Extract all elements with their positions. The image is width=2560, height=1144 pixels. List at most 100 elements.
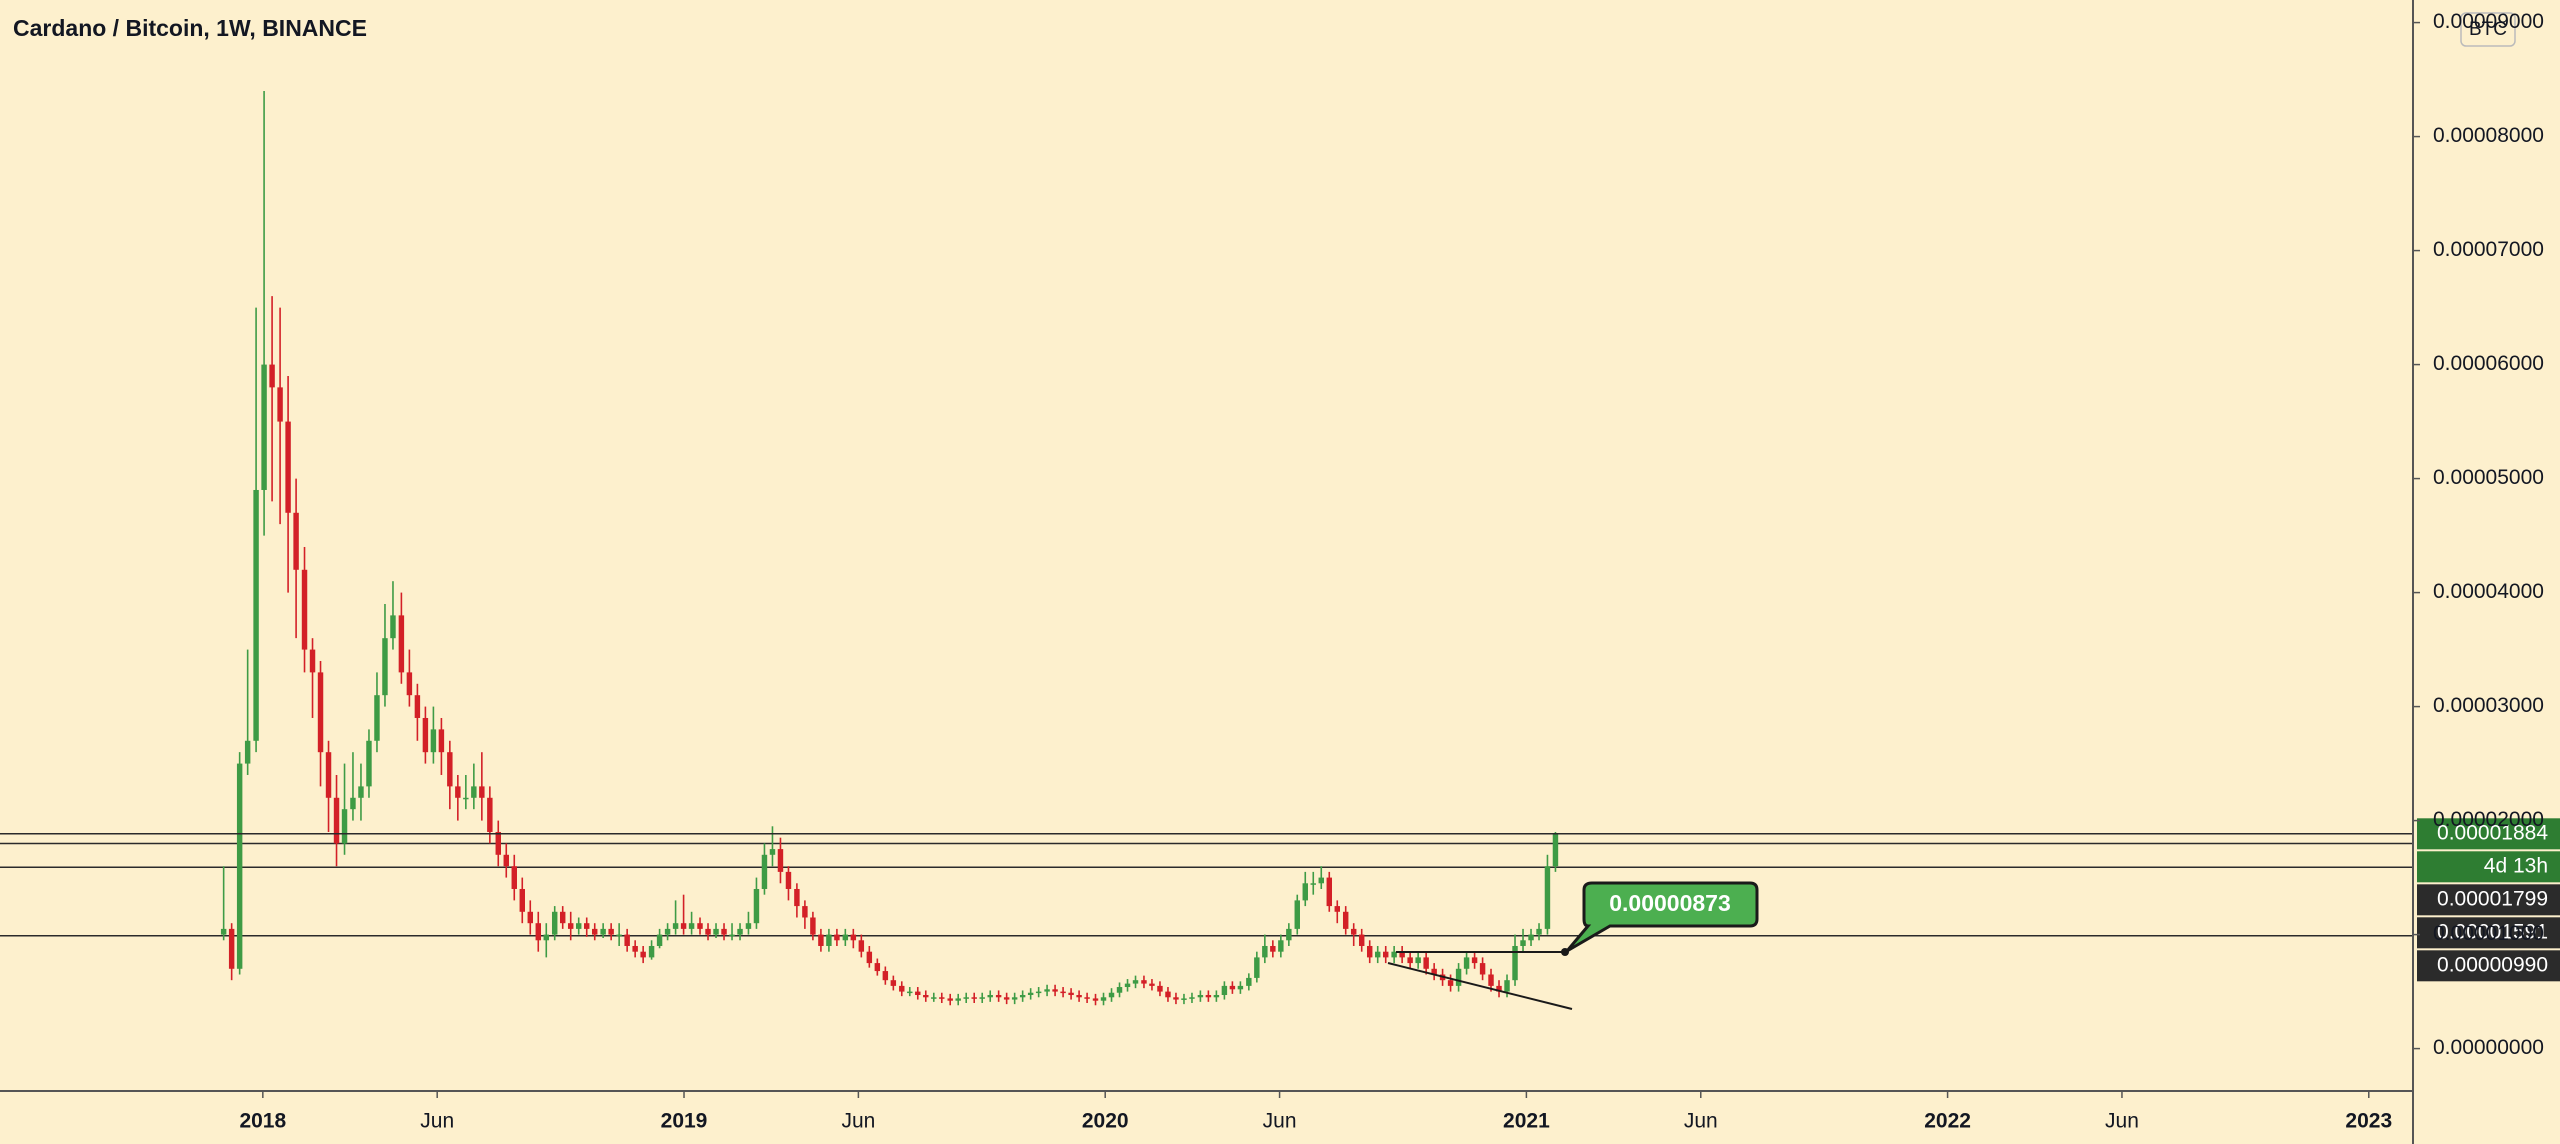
candle-body	[236, 763, 243, 969]
candle-body	[1520, 940, 1526, 946]
candle-body	[947, 998, 953, 1001]
candle-body	[648, 945, 655, 958]
candle-body	[640, 951, 646, 958]
candle-body	[277, 387, 283, 422]
x-tick-label: 2018	[239, 1110, 286, 1133]
candle-body	[794, 888, 800, 907]
candle-body	[1060, 991, 1066, 994]
x-tick-label: Jun	[1684, 1110, 1718, 1133]
candle-body	[382, 638, 388, 696]
candle-body	[915, 991, 921, 996]
candle-body	[955, 998, 961, 1001]
candle-body	[753, 888, 760, 924]
candle-body	[697, 923, 703, 929]
candle-body	[899, 985, 905, 992]
candle-body	[1358, 934, 1365, 946]
candle-body	[583, 923, 590, 929]
candle-body	[1052, 989, 1058, 992]
candle-body	[293, 512, 299, 570]
candle-body	[672, 923, 679, 929]
candle-body	[1471, 957, 1478, 964]
callout-text: 0.00000873	[1609, 890, 1731, 916]
x-tick-label: 2019	[661, 1110, 708, 1133]
candle-body	[1415, 957, 1421, 964]
candle-body	[656, 934, 663, 946]
candle-body	[559, 911, 566, 924]
candle-body	[1366, 945, 1373, 958]
candle-body	[600, 928, 606, 935]
y-tick-label: 0.00009000	[2433, 10, 2544, 33]
chart-title: Cardano / Bitcoin, 1W, BINANCE	[13, 15, 367, 41]
last-price-label-box	[2417, 818, 2560, 850]
candle-body	[842, 934, 849, 941]
candle-body	[1205, 995, 1212, 998]
candle-body	[1221, 985, 1228, 996]
currency-button[interactable]	[2460, 12, 2516, 47]
candle-body	[1286, 928, 1292, 941]
candle-body	[495, 831, 501, 855]
candle-body	[931, 997, 937, 999]
candle-body	[487, 797, 493, 832]
candle-body	[1092, 998, 1099, 1001]
y-tick-label: 0.00005000	[2433, 466, 2544, 489]
x-tick-label: 2021	[1503, 1110, 1550, 1133]
candle-body	[745, 923, 752, 929]
candle-body	[1463, 957, 1470, 969]
candle-body	[761, 854, 768, 889]
candle-body	[551, 911, 558, 935]
candle-body	[350, 797, 356, 810]
candle-body	[1044, 989, 1050, 992]
candle-body	[317, 672, 324, 753]
candle-body	[987, 995, 993, 998]
candle-body	[624, 934, 630, 946]
candle-body	[1382, 951, 1389, 958]
candle-body	[1350, 928, 1357, 935]
candle-body	[858, 940, 865, 952]
candle-body	[1076, 995, 1082, 998]
candle-body	[1165, 991, 1171, 998]
candle-body	[422, 717, 429, 753]
candle-body	[608, 928, 614, 935]
candle-body	[939, 997, 945, 999]
candle-body	[616, 934, 622, 937]
candle-body	[1310, 883, 1316, 885]
candle-body	[406, 672, 413, 696]
candle-body	[1447, 980, 1454, 986]
candle-body	[1262, 945, 1268, 958]
candle-body	[430, 729, 437, 753]
candle-body	[1479, 963, 1486, 975]
candle-body	[1035, 991, 1042, 994]
y-tick-label: 0.00004000	[2433, 580, 2544, 603]
candle-body	[1124, 983, 1131, 988]
candle-body	[923, 995, 929, 998]
currency-label[interactable]: BTC	[2469, 19, 2507, 40]
candle-body	[971, 997, 977, 999]
candle-body	[1270, 945, 1276, 952]
candle-body	[1189, 997, 1195, 999]
candle-body	[979, 997, 985, 999]
candle-body	[1391, 951, 1397, 958]
candle-body	[1019, 995, 1026, 998]
candle-body	[471, 786, 477, 798]
candle-body	[333, 797, 340, 844]
price-line-label-box	[2417, 884, 2560, 916]
candle-body	[220, 928, 227, 935]
candle-body	[309, 649, 316, 673]
candle-body	[228, 928, 235, 969]
candle-body	[1278, 940, 1284, 952]
candle-body	[1197, 995, 1204, 998]
candle-body	[1455, 968, 1462, 986]
candle-body	[866, 951, 873, 964]
candle-body	[1011, 997, 1018, 1000]
candle-body	[1536, 928, 1542, 935]
candle-body	[874, 963, 881, 972]
countdown-label: 4d 13h	[2484, 854, 2548, 877]
candle-body	[1084, 997, 1090, 999]
y-tick-label: 0.00002000	[2433, 808, 2544, 831]
candle-body	[1504, 980, 1510, 992]
candle-body	[463, 797, 469, 800]
x-tick-label: 2022	[1924, 1110, 1971, 1133]
candle-body	[285, 421, 291, 513]
candle-body	[1108, 992, 1115, 998]
